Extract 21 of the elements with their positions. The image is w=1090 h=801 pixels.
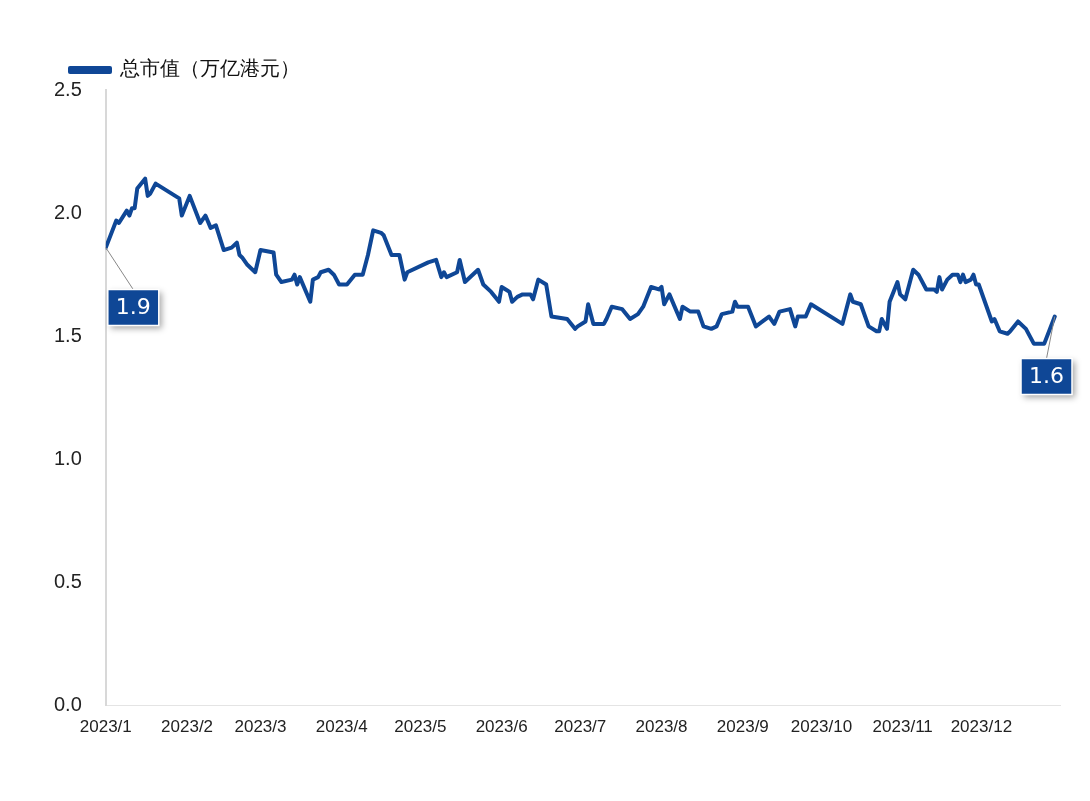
x-tick-label: 2023/11 (872, 717, 933, 737)
data-label: 1.9 (115, 294, 151, 320)
y-tick-label: 0.0 (53, 693, 82, 716)
legend-label: 总市值（万亿港元） (119, 56, 300, 81)
y-tick-label: 1.5 (53, 323, 82, 346)
x-tick-label: 2023/6 (475, 717, 528, 737)
x-tick-label: 2023/2 (161, 717, 214, 737)
y-tick-label: 2.0 (53, 200, 82, 223)
y-tick-label: 1.0 (53, 446, 82, 469)
x-tick-label: 2023/4 (315, 717, 368, 737)
x-tick-label: 2023/9 (716, 717, 769, 737)
y-tick-label: 0.5 (53, 570, 82, 592)
data-label: 1.6 (1029, 363, 1065, 389)
x-tick-label: 2023/12 (950, 717, 1013, 737)
x-tick-label: 2023/5 (394, 717, 447, 737)
x-tick-label: 2023/10 (790, 717, 853, 737)
x-tick-label: 2023/7 (554, 717, 607, 737)
y-tick-label: 2.5 (53, 77, 82, 100)
x-tick-label: 2023/3 (234, 717, 287, 737)
x-tick-label: 2023/1 (79, 717, 132, 737)
x-tick-label: 2023/8 (635, 717, 688, 737)
